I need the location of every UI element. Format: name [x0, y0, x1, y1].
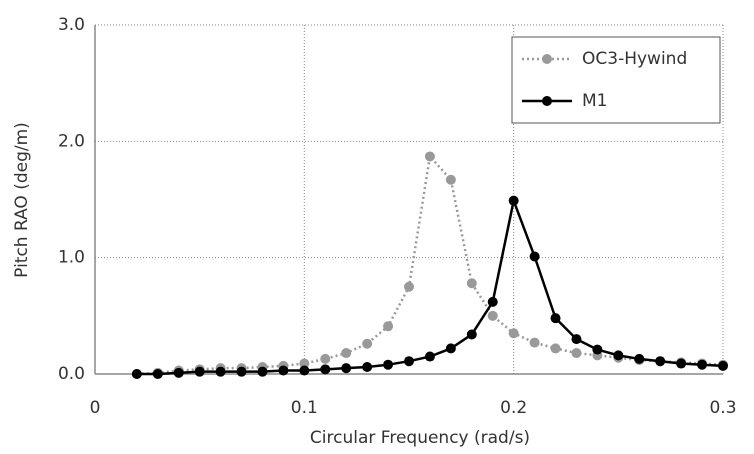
data-point	[508, 195, 519, 206]
data-point	[215, 366, 226, 377]
data-point	[466, 329, 477, 340]
data-point	[341, 348, 352, 359]
data-point	[613, 350, 624, 361]
data-point	[362, 362, 373, 373]
data-point	[445, 343, 456, 354]
y-tick-label: 0.0	[58, 364, 85, 384]
data-point	[362, 338, 373, 349]
data-point	[404, 356, 414, 367]
y-tick-label: 3.0	[58, 15, 85, 35]
y-axis-label: Pitch RAO (deg/m)	[12, 122, 32, 278]
data-point	[424, 151, 435, 162]
data-point	[529, 251, 540, 262]
legend-marker	[542, 96, 552, 106]
data-point	[676, 358, 687, 369]
y-tick-label: 2.0	[58, 131, 85, 151]
data-point	[320, 353, 331, 364]
data-point	[194, 366, 205, 377]
series-line	[136, 155, 724, 376]
data-point	[487, 296, 498, 307]
data-point	[424, 351, 435, 362]
data-point	[529, 337, 540, 348]
data-point	[466, 278, 477, 289]
data-point	[173, 367, 184, 378]
data-point	[487, 310, 498, 321]
data-point	[571, 348, 582, 359]
data-point	[131, 369, 142, 379]
data-point	[299, 365, 310, 376]
legend-marker	[542, 54, 552, 64]
data-point	[571, 334, 582, 345]
data-point	[592, 344, 603, 355]
data-point	[320, 364, 331, 375]
legend-label: OC3-Hywind	[582, 49, 687, 69]
data-point	[655, 356, 666, 367]
data-point	[404, 281, 414, 292]
x-axis-label: Circular Frequency (rad/s)	[310, 428, 530, 448]
data-point	[634, 353, 645, 364]
data-point	[508, 328, 519, 339]
data-point	[341, 363, 352, 374]
x-tick-label: 0.2	[500, 398, 527, 418]
data-point	[550, 313, 561, 324]
data-point	[718, 360, 728, 371]
data-point	[550, 343, 561, 354]
data-point	[383, 359, 394, 370]
data-point	[152, 369, 163, 379]
legend-label: M1	[582, 91, 607, 111]
data-point	[278, 365, 289, 376]
x-tick-label: 0	[90, 398, 101, 418]
x-tick-label: 0.3	[709, 398, 736, 418]
data-point	[236, 366, 247, 377]
data-point	[445, 174, 456, 185]
legend	[511, 36, 721, 124]
y-tick-label: 1.0	[58, 248, 85, 268]
data-point	[383, 321, 394, 332]
data-point	[299, 358, 310, 369]
data-point	[697, 359, 708, 370]
data-point	[257, 366, 268, 377]
x-tick-label: 0.1	[291, 398, 318, 418]
